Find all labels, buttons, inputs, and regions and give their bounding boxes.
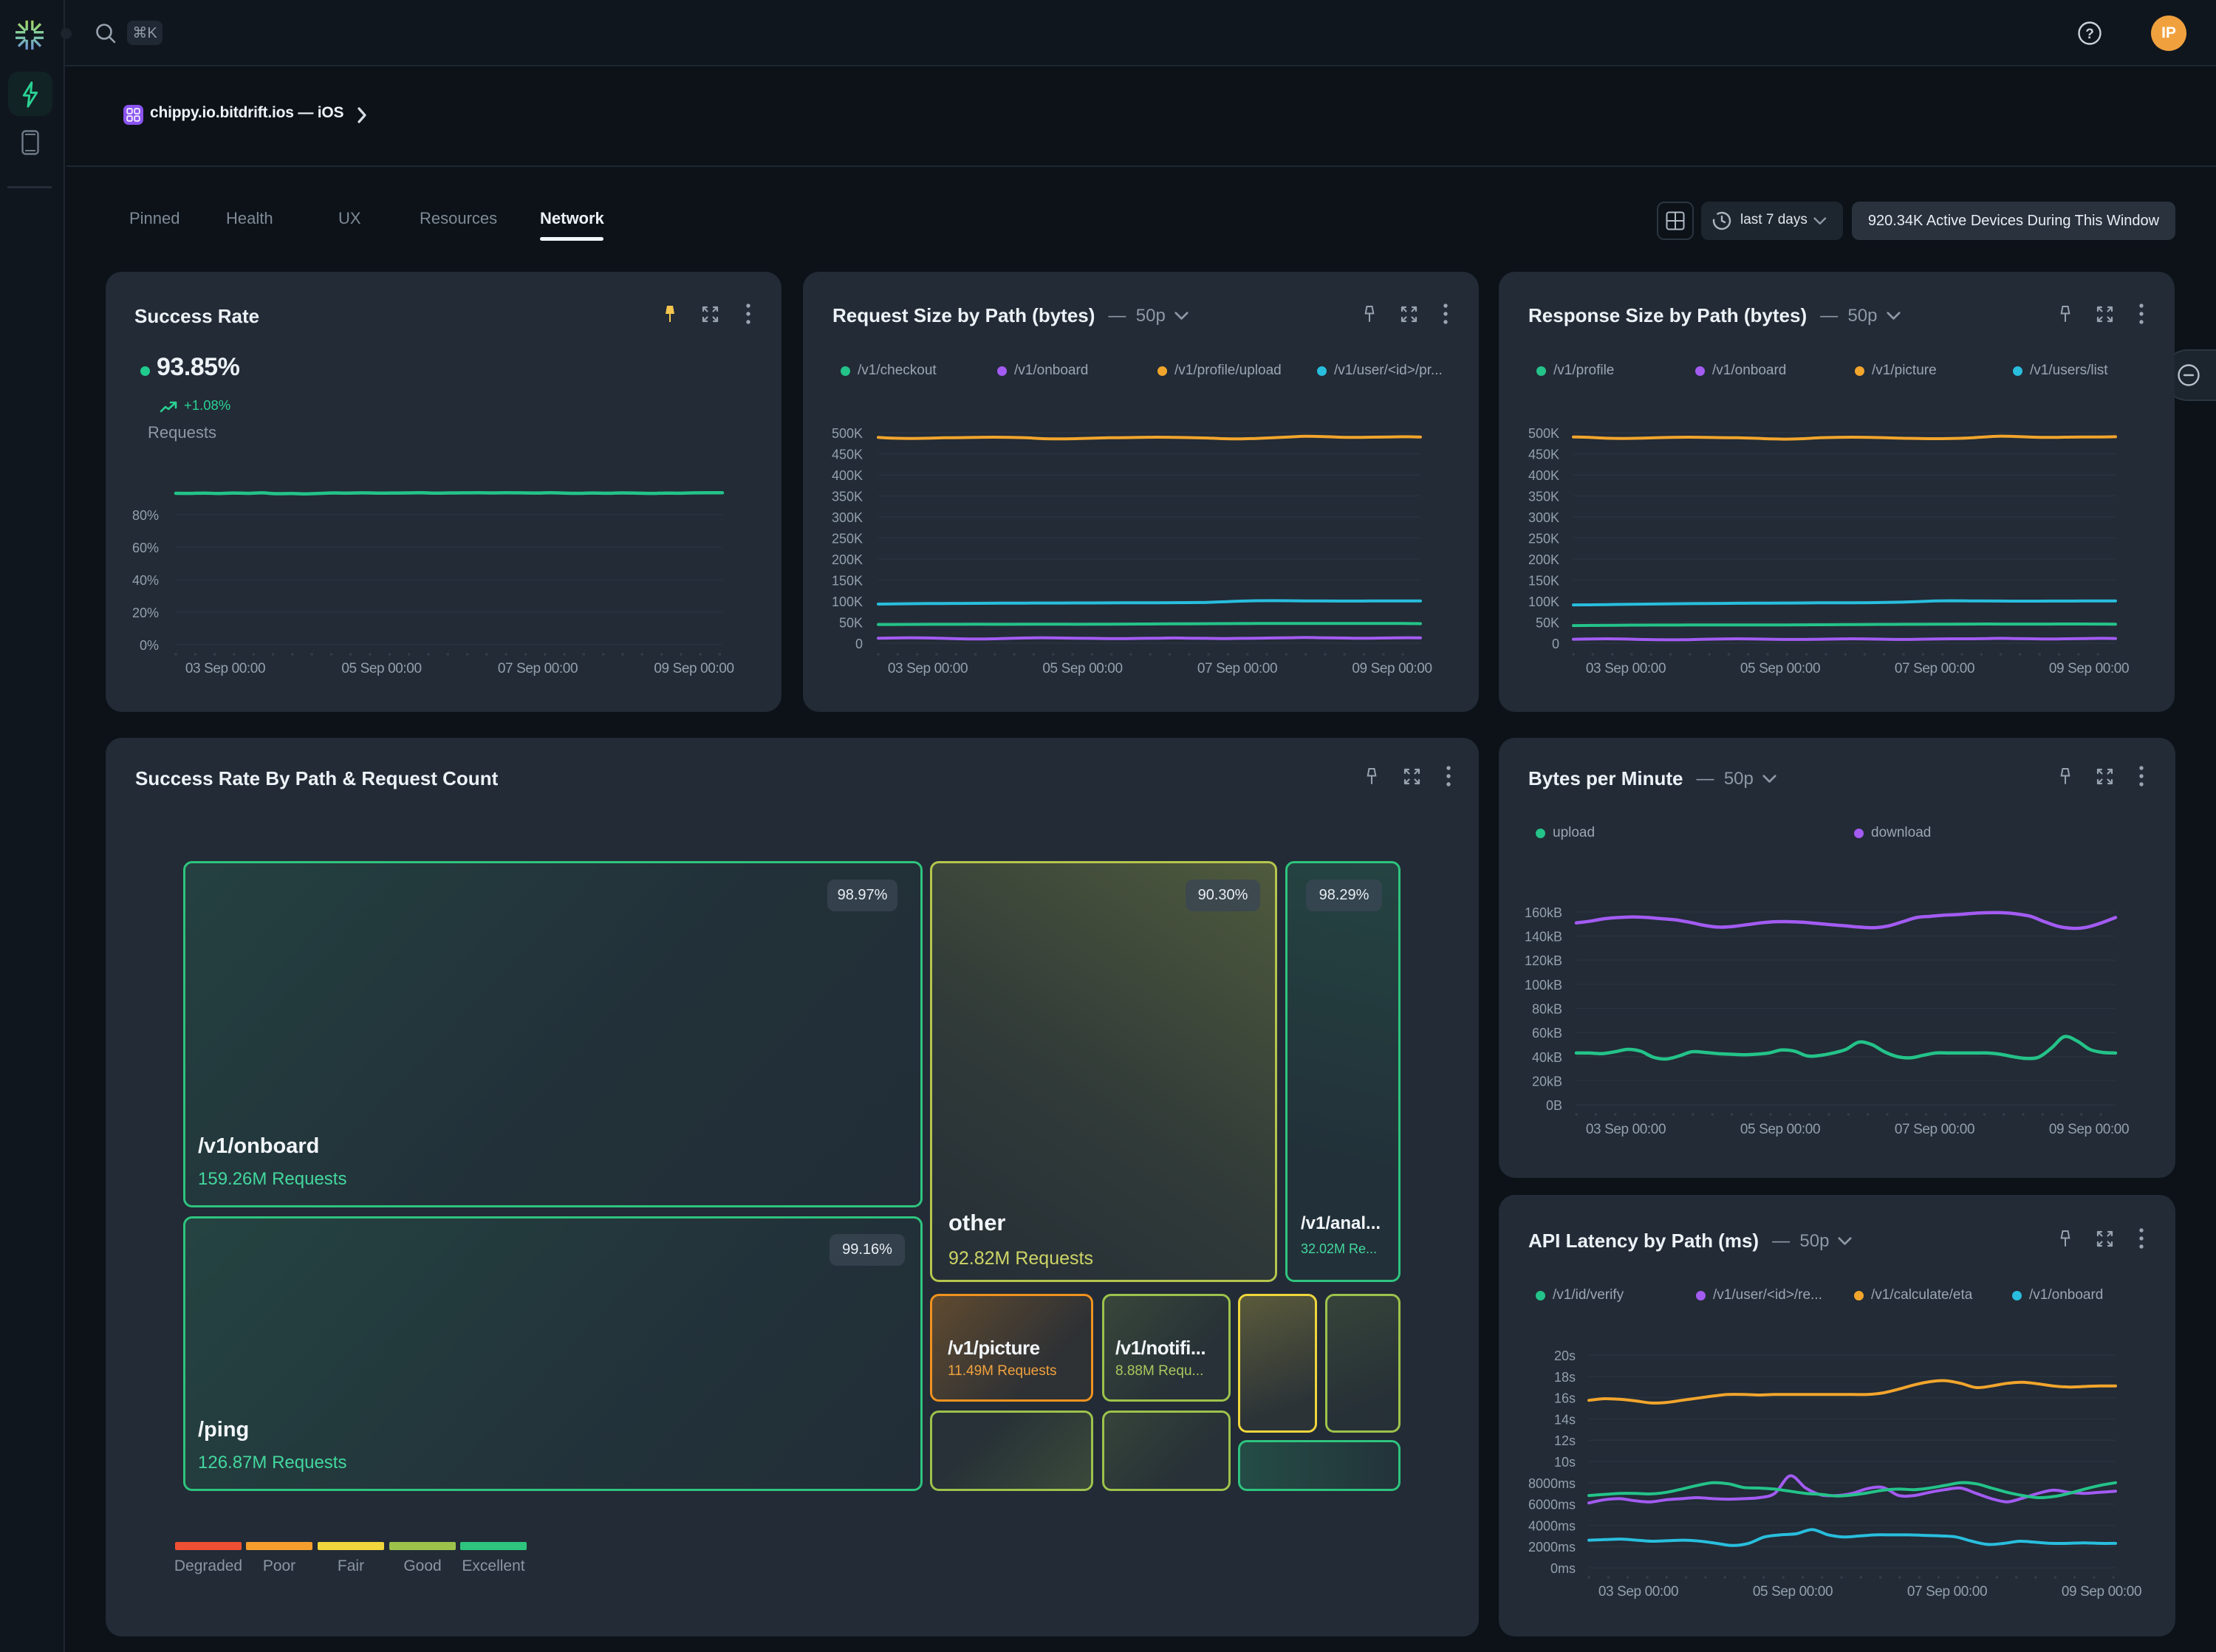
svg-text:140kB: 140kB bbox=[1525, 930, 1562, 945]
svg-text:6000ms: 6000ms bbox=[1528, 1498, 1576, 1512]
svg-text:40kB: 40kB bbox=[1532, 1050, 1562, 1065]
svg-text:07 Sep 00:00: 07 Sep 00:00 bbox=[1895, 1122, 1974, 1137]
svg-text:8000ms: 8000ms bbox=[1528, 1476, 1576, 1491]
svg-text:350K: 350K bbox=[1528, 490, 1559, 504]
svg-text:350K: 350K bbox=[832, 490, 863, 504]
svg-text:50K: 50K bbox=[1536, 616, 1559, 631]
svg-text:100K: 100K bbox=[1528, 594, 1559, 609]
svg-text:450K: 450K bbox=[1528, 448, 1559, 462]
svg-text:03 Sep 00:00: 03 Sep 00:00 bbox=[888, 661, 968, 676]
svg-text:60%: 60% bbox=[132, 541, 159, 555]
svg-text:14s: 14s bbox=[1554, 1412, 1576, 1427]
svg-text:50K: 50K bbox=[839, 616, 863, 631]
svg-text:?: ? bbox=[2085, 27, 2094, 42]
svg-text:250K: 250K bbox=[1528, 532, 1559, 546]
svg-text:60kB: 60kB bbox=[1532, 1026, 1562, 1041]
svg-text:12s: 12s bbox=[1554, 1433, 1576, 1448]
svg-text:0: 0 bbox=[1552, 637, 1559, 651]
svg-text:05 Sep 00:00: 05 Sep 00:00 bbox=[1753, 1584, 1833, 1600]
svg-text:450K: 450K bbox=[832, 448, 863, 462]
svg-text:10s: 10s bbox=[1554, 1455, 1576, 1470]
svg-text:03 Sep 00:00: 03 Sep 00:00 bbox=[1598, 1584, 1678, 1600]
svg-text:05 Sep 00:00: 05 Sep 00:00 bbox=[1740, 661, 1820, 676]
svg-text:05 Sep 00:00: 05 Sep 00:00 bbox=[1042, 661, 1122, 676]
svg-text:300K: 300K bbox=[1528, 510, 1559, 525]
svg-text:16s: 16s bbox=[1554, 1391, 1576, 1406]
svg-text:400K: 400K bbox=[832, 468, 863, 483]
svg-text:80%: 80% bbox=[132, 508, 159, 523]
svg-text:09 Sep 00:00: 09 Sep 00:00 bbox=[654, 661, 733, 676]
svg-text:03 Sep 00:00: 03 Sep 00:00 bbox=[1586, 1122, 1666, 1137]
svg-text:500K: 500K bbox=[1528, 426, 1559, 441]
svg-text:150K: 150K bbox=[1528, 574, 1559, 589]
svg-text:09 Sep 00:00: 09 Sep 00:00 bbox=[2062, 1584, 2141, 1600]
svg-text:0ms: 0ms bbox=[1550, 1561, 1576, 1576]
svg-text:100K: 100K bbox=[832, 594, 863, 609]
svg-text:200K: 200K bbox=[1528, 552, 1559, 567]
svg-text:2000ms: 2000ms bbox=[1528, 1540, 1576, 1555]
svg-text:03 Sep 00:00: 03 Sep 00:00 bbox=[1586, 661, 1666, 676]
svg-text:0%: 0% bbox=[140, 638, 159, 653]
svg-text:150K: 150K bbox=[832, 574, 863, 589]
svg-text:05 Sep 00:00: 05 Sep 00:00 bbox=[1740, 1122, 1820, 1137]
svg-text:160kB: 160kB bbox=[1525, 905, 1562, 920]
svg-text:20kB: 20kB bbox=[1532, 1074, 1562, 1089]
svg-text:18s: 18s bbox=[1554, 1370, 1576, 1385]
svg-text:07 Sep 00:00: 07 Sep 00:00 bbox=[498, 661, 578, 676]
svg-text:07 Sep 00:00: 07 Sep 00:00 bbox=[1197, 661, 1277, 676]
svg-text:250K: 250K bbox=[832, 532, 863, 546]
svg-text:0: 0 bbox=[855, 637, 863, 651]
svg-text:40%: 40% bbox=[132, 573, 159, 588]
svg-text:20s: 20s bbox=[1554, 1348, 1576, 1363]
svg-text:4000ms: 4000ms bbox=[1528, 1518, 1576, 1533]
svg-text:400K: 400K bbox=[1528, 468, 1559, 483]
svg-text:05 Sep 00:00: 05 Sep 00:00 bbox=[341, 661, 421, 676]
svg-text:09 Sep 00:00: 09 Sep 00:00 bbox=[1352, 661, 1432, 676]
svg-text:200K: 200K bbox=[832, 552, 863, 567]
svg-text:07 Sep 00:00: 07 Sep 00:00 bbox=[1895, 661, 1974, 676]
svg-text:03 Sep 00:00: 03 Sep 00:00 bbox=[185, 661, 265, 676]
svg-text:09 Sep 00:00: 09 Sep 00:00 bbox=[2049, 1122, 2129, 1137]
svg-text:100kB: 100kB bbox=[1525, 978, 1562, 993]
svg-text:500K: 500K bbox=[832, 426, 863, 441]
svg-text:07 Sep 00:00: 07 Sep 00:00 bbox=[1907, 1584, 1987, 1600]
svg-text:120kB: 120kB bbox=[1525, 953, 1562, 968]
svg-text:0B: 0B bbox=[1546, 1098, 1562, 1113]
svg-text:20%: 20% bbox=[132, 606, 159, 620]
svg-text:09 Sep 00:00: 09 Sep 00:00 bbox=[2049, 661, 2129, 676]
svg-text:300K: 300K bbox=[832, 510, 863, 525]
svg-text:80kB: 80kB bbox=[1532, 1002, 1562, 1017]
